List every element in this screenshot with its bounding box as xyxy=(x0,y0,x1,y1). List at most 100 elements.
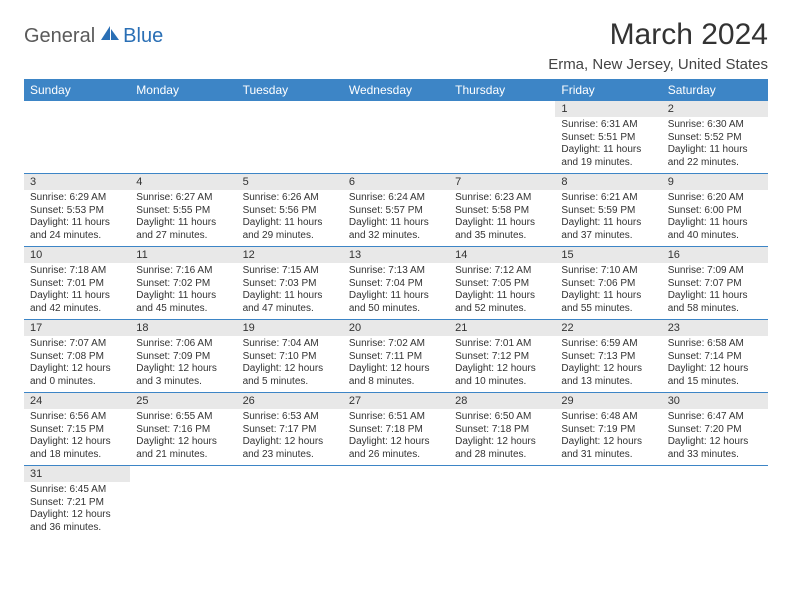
day-line-sr: Sunrise: 7:07 AM xyxy=(30,338,124,351)
day-number: 31 xyxy=(24,466,130,482)
day-number: 17 xyxy=(24,320,130,336)
calendar-cell: 14Sunrise: 7:12 AMSunset: 7:05 PMDayligh… xyxy=(449,247,555,320)
day-line-d2: and 3 minutes. xyxy=(136,376,230,389)
calendar-cell: 10Sunrise: 7:18 AMSunset: 7:01 PMDayligh… xyxy=(24,247,130,320)
calendar-row: 31Sunrise: 6:45 AMSunset: 7:21 PMDayligh… xyxy=(24,466,768,539)
day-line-d2: and 40 minutes. xyxy=(668,230,762,243)
calendar-cell: 20Sunrise: 7:02 AMSunset: 7:11 PMDayligh… xyxy=(343,320,449,393)
calendar-cell: 23Sunrise: 6:58 AMSunset: 7:14 PMDayligh… xyxy=(662,320,768,393)
day-number: 2 xyxy=(662,101,768,117)
day-line-sr: Sunrise: 7:13 AM xyxy=(349,265,443,278)
day-line-ss: Sunset: 5:58 PM xyxy=(455,205,549,218)
day-line-d1: Daylight: 11 hours xyxy=(349,290,443,303)
calendar-cell: 22Sunrise: 6:59 AMSunset: 7:13 PMDayligh… xyxy=(555,320,661,393)
day-line-sr: Sunrise: 7:02 AM xyxy=(349,338,443,351)
day-line-ss: Sunset: 7:17 PM xyxy=(243,424,337,437)
day-line-sr: Sunrise: 6:45 AM xyxy=(30,484,124,497)
day-line-ss: Sunset: 7:20 PM xyxy=(668,424,762,437)
day-line-sr: Sunrise: 6:48 AM xyxy=(561,411,655,424)
day-line-sr: Sunrise: 6:58 AM xyxy=(668,338,762,351)
location-subtitle: Erma, New Jersey, United States xyxy=(548,56,768,73)
day-line-d2: and 37 minutes. xyxy=(561,230,655,243)
day-number: 20 xyxy=(343,320,449,336)
day-body: Sunrise: 6:24 AMSunset: 5:57 PMDaylight:… xyxy=(343,190,449,246)
day-line-sr: Sunrise: 6:50 AM xyxy=(455,411,549,424)
day-line-sr: Sunrise: 6:53 AM xyxy=(243,411,337,424)
day-number: 26 xyxy=(237,393,343,409)
calendar-cell: 25Sunrise: 6:55 AMSunset: 7:16 PMDayligh… xyxy=(130,393,236,466)
day-number: 3 xyxy=(24,174,130,190)
day-line-d1: Daylight: 11 hours xyxy=(243,217,337,230)
day-line-ss: Sunset: 5:51 PM xyxy=(561,132,655,145)
day-line-d2: and 55 minutes. xyxy=(561,303,655,316)
day-line-sr: Sunrise: 7:12 AM xyxy=(455,265,549,278)
day-line-d2: and 28 minutes. xyxy=(455,449,549,462)
day-number: 14 xyxy=(449,247,555,263)
day-line-d2: and 45 minutes. xyxy=(136,303,230,316)
day-line-ss: Sunset: 7:18 PM xyxy=(455,424,549,437)
calendar-row: 1Sunrise: 6:31 AMSunset: 5:51 PMDaylight… xyxy=(24,101,768,174)
day-line-d1: Daylight: 12 hours xyxy=(349,363,443,376)
day-body: Sunrise: 7:07 AMSunset: 7:08 PMDaylight:… xyxy=(24,336,130,392)
day-line-d1: Daylight: 11 hours xyxy=(136,217,230,230)
calendar-cell: 8Sunrise: 6:21 AMSunset: 5:59 PMDaylight… xyxy=(555,174,661,247)
day-body: Sunrise: 7:09 AMSunset: 7:07 PMDaylight:… xyxy=(662,263,768,319)
day-body: Sunrise: 6:55 AMSunset: 7:16 PMDaylight:… xyxy=(130,409,236,465)
day-body: Sunrise: 7:10 AMSunset: 7:06 PMDaylight:… xyxy=(555,263,661,319)
weekday-header: Saturday xyxy=(662,79,768,101)
day-line-d1: Daylight: 12 hours xyxy=(30,509,124,522)
day-line-sr: Sunrise: 6:21 AM xyxy=(561,192,655,205)
calendar-cell: 6Sunrise: 6:24 AMSunset: 5:57 PMDaylight… xyxy=(343,174,449,247)
day-body: Sunrise: 6:53 AMSunset: 7:17 PMDaylight:… xyxy=(237,409,343,465)
day-line-d1: Daylight: 11 hours xyxy=(561,144,655,157)
page-title: March 2024 xyxy=(548,18,768,52)
day-body: Sunrise: 7:02 AMSunset: 7:11 PMDaylight:… xyxy=(343,336,449,392)
day-line-sr: Sunrise: 7:15 AM xyxy=(243,265,337,278)
calendar-row: 24Sunrise: 6:56 AMSunset: 7:15 PMDayligh… xyxy=(24,393,768,466)
calendar-cell: 26Sunrise: 6:53 AMSunset: 7:17 PMDayligh… xyxy=(237,393,343,466)
day-line-d1: Daylight: 12 hours xyxy=(30,363,124,376)
day-body: Sunrise: 7:04 AMSunset: 7:10 PMDaylight:… xyxy=(237,336,343,392)
day-line-d2: and 36 minutes. xyxy=(30,522,124,535)
day-number: 9 xyxy=(662,174,768,190)
day-number: 10 xyxy=(24,247,130,263)
weekday-header: Friday xyxy=(555,79,661,101)
day-line-d1: Daylight: 11 hours xyxy=(136,290,230,303)
day-number: 18 xyxy=(130,320,236,336)
day-line-d2: and 50 minutes. xyxy=(349,303,443,316)
day-line-d1: Daylight: 11 hours xyxy=(243,290,337,303)
day-number: 21 xyxy=(449,320,555,336)
day-line-sr: Sunrise: 7:01 AM xyxy=(455,338,549,351)
day-number: 27 xyxy=(343,393,449,409)
day-body: Sunrise: 6:23 AMSunset: 5:58 PMDaylight:… xyxy=(449,190,555,246)
day-line-d2: and 47 minutes. xyxy=(243,303,337,316)
day-number: 16 xyxy=(662,247,768,263)
day-line-d2: and 21 minutes. xyxy=(136,449,230,462)
day-line-d2: and 26 minutes. xyxy=(349,449,443,462)
day-line-sr: Sunrise: 7:10 AM xyxy=(561,265,655,278)
day-body: Sunrise: 6:51 AMSunset: 7:18 PMDaylight:… xyxy=(343,409,449,465)
day-line-d1: Daylight: 12 hours xyxy=(561,436,655,449)
day-number: 23 xyxy=(662,320,768,336)
day-line-d1: Daylight: 11 hours xyxy=(561,290,655,303)
calendar-cell: 24Sunrise: 6:56 AMSunset: 7:15 PMDayligh… xyxy=(24,393,130,466)
day-line-d1: Daylight: 12 hours xyxy=(136,436,230,449)
day-line-d2: and 27 minutes. xyxy=(136,230,230,243)
day-line-ss: Sunset: 5:59 PM xyxy=(561,205,655,218)
calendar-cell: 17Sunrise: 7:07 AMSunset: 7:08 PMDayligh… xyxy=(24,320,130,393)
day-number: 19 xyxy=(237,320,343,336)
calendar-row: 17Sunrise: 7:07 AMSunset: 7:08 PMDayligh… xyxy=(24,320,768,393)
day-line-d1: Daylight: 12 hours xyxy=(668,436,762,449)
day-number: 25 xyxy=(130,393,236,409)
day-body: Sunrise: 6:59 AMSunset: 7:13 PMDaylight:… xyxy=(555,336,661,392)
logo: General Blue xyxy=(24,24,163,49)
calendar-cell: 12Sunrise: 7:15 AMSunset: 7:03 PMDayligh… xyxy=(237,247,343,320)
day-line-d1: Daylight: 12 hours xyxy=(561,363,655,376)
day-line-ss: Sunset: 7:07 PM xyxy=(668,278,762,291)
day-line-ss: Sunset: 7:06 PM xyxy=(561,278,655,291)
day-line-d2: and 24 minutes. xyxy=(30,230,124,243)
weekday-header-row: Sunday Monday Tuesday Wednesday Thursday… xyxy=(24,79,768,101)
day-line-d1: Daylight: 11 hours xyxy=(349,217,443,230)
calendar-cell: 19Sunrise: 7:04 AMSunset: 7:10 PMDayligh… xyxy=(237,320,343,393)
day-line-ss: Sunset: 7:18 PM xyxy=(349,424,443,437)
